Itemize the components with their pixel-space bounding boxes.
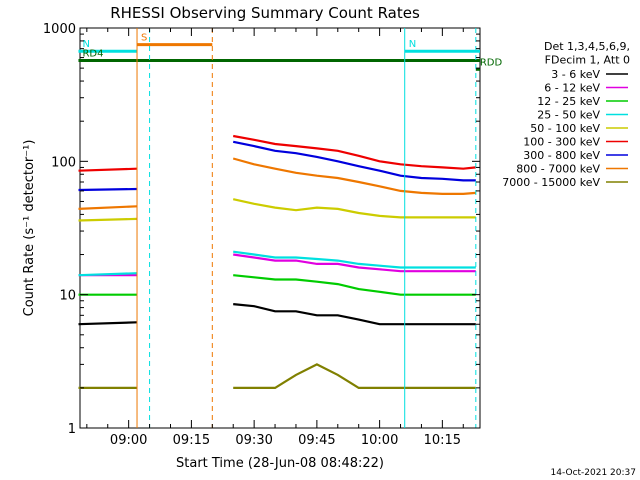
series-line — [233, 363, 476, 389]
series-line — [78, 167, 138, 172]
vertical-lines-layer — [136, 28, 477, 428]
series-line — [78, 272, 138, 277]
ticks-layer: 1 10 100 1000 09:00 09:15 09:30 09:45 10:00 10:15 — [43, 22, 480, 448]
y-tick-label: 1 — [68, 422, 76, 437]
flag-label: RDD — [480, 57, 503, 68]
legend-entry-label: 800 - 7000 keV — [516, 163, 600, 176]
y-tick-label: 10 — [59, 289, 76, 304]
series-line — [232, 198, 476, 219]
flag-label: N — [409, 39, 416, 50]
flag-label: S — [141, 33, 147, 44]
legend-entry-label: 6 - 12 keV — [544, 82, 600, 95]
legend-entry-label: 7000 - 15000 keV — [502, 176, 600, 189]
series-line — [78, 205, 138, 210]
x-tick-label: 10:15 — [424, 433, 461, 448]
legend: Det 1,3,4,5,6,9,FDecim 1, Att 03 - 6 keV… — [502, 40, 630, 189]
flag-label: RD4 — [82, 49, 103, 60]
legend-entry-label: 50 - 100 keV — [530, 122, 600, 135]
series-line — [233, 303, 476, 326]
series-line — [233, 134, 476, 170]
legend-header-line: Det 1,3,4,5,6,9, — [544, 40, 630, 53]
series-line — [78, 321, 138, 326]
y-axis-label: Count Rate (s⁻¹ detector⁻¹) — [22, 140, 37, 317]
legend-entry-label: 100 - 300 keV — [523, 136, 600, 149]
y-tick-label: 100 — [51, 155, 76, 170]
series-line — [233, 253, 476, 273]
series-line — [232, 157, 476, 195]
x-tick-label: 09:15 — [173, 433, 210, 448]
x-tick-label: 09:30 — [235, 433, 272, 448]
x-axis-label: Start Time (28-Jun-08 08:48:22) — [176, 456, 384, 471]
series-layer — [78, 134, 476, 389]
x-tick-label: 09:45 — [298, 433, 335, 448]
legend-header-line: FDecim 1, Att 0 — [545, 54, 630, 67]
series-line — [233, 274, 476, 296]
footer-date: 14-Oct-2021 20:37 — [551, 468, 636, 478]
flag-label: N — [82, 39, 89, 50]
plot-frame — [79, 27, 481, 429]
series-line — [233, 250, 476, 269]
legend-entry-label: 3 - 6 keV — [551, 68, 600, 81]
series-line — [78, 217, 138, 222]
y-tick-label: 1000 — [43, 22, 76, 37]
chart-title: RHESSI Observing Summary Count Rates — [110, 4, 420, 22]
series-line — [78, 187, 138, 192]
legend-entry-label: 25 - 50 keV — [537, 109, 600, 122]
x-tick-label: 09:00 — [110, 433, 147, 448]
series-line — [232, 140, 476, 182]
x-tick-label: 10:00 — [361, 433, 398, 448]
legend-entry-label: 300 - 800 keV — [523, 149, 600, 162]
legend-entry-label: 12 - 25 keV — [537, 95, 600, 108]
